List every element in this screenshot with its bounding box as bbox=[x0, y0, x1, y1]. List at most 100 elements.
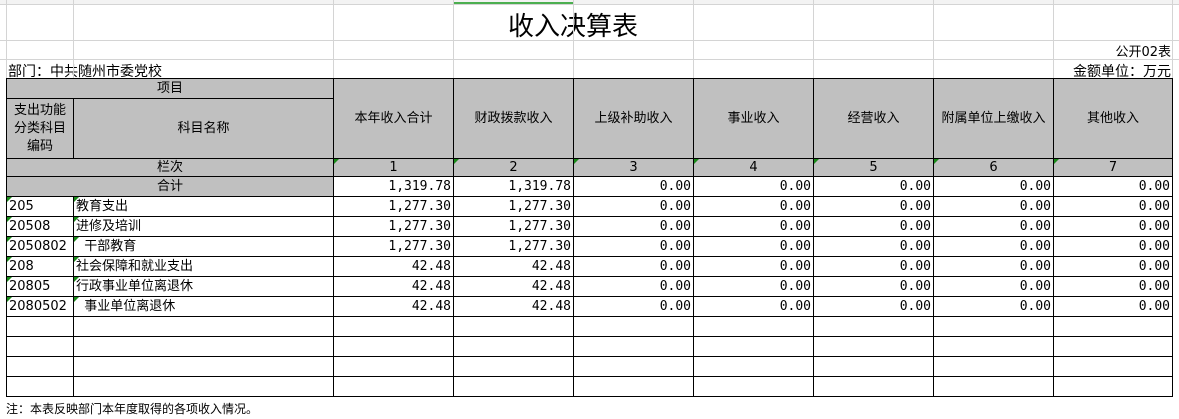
code-cell[interactable]: 208 bbox=[6, 256, 74, 277]
header-col[interactable]: 经营收入 bbox=[813, 78, 934, 159]
cell[interactable]: 42.48 bbox=[333, 276, 454, 297]
cell[interactable]: 0.00 bbox=[573, 196, 694, 217]
cell[interactable]: 0.00 bbox=[813, 276, 934, 297]
header-col[interactable]: 其他收入 bbox=[1053, 78, 1173, 159]
header-name[interactable]: 科目名称 bbox=[73, 98, 334, 159]
cell[interactable] bbox=[813, 376, 934, 397]
cell[interactable] bbox=[573, 356, 694, 377]
cell[interactable]: 0.00 bbox=[933, 196, 1054, 217]
code-cell[interactable]: 20508 bbox=[6, 216, 74, 237]
cell[interactable] bbox=[1053, 356, 1173, 377]
cell[interactable]: 0.00 bbox=[933, 296, 1054, 317]
cell[interactable]: 1,277.30 bbox=[453, 216, 574, 237]
cell[interactable]: 0.00 bbox=[813, 216, 934, 237]
cell[interactable]: 0.00 bbox=[573, 256, 694, 277]
cell[interactable] bbox=[573, 316, 694, 337]
cell[interactable] bbox=[6, 316, 74, 337]
cell[interactable]: 0.00 bbox=[813, 256, 934, 277]
cell[interactable] bbox=[1053, 336, 1173, 357]
cell[interactable] bbox=[6, 336, 74, 357]
total-label[interactable]: 合计 bbox=[6, 176, 334, 197]
cell[interactable] bbox=[453, 356, 574, 377]
cell[interactable] bbox=[6, 376, 74, 397]
cell[interactable]: 42.48 bbox=[453, 276, 574, 297]
code-cell[interactable]: 20805 bbox=[6, 276, 74, 297]
cell[interactable]: 0.00 bbox=[933, 236, 1054, 257]
cell[interactable] bbox=[693, 316, 814, 337]
cell[interactable]: 1,277.30 bbox=[453, 196, 574, 217]
cell[interactable]: 0.00 bbox=[813, 236, 934, 257]
cell[interactable] bbox=[73, 376, 334, 397]
column-number[interactable]: 5 bbox=[813, 158, 934, 177]
cell[interactable]: 0.00 bbox=[1053, 176, 1173, 197]
cell[interactable] bbox=[333, 316, 454, 337]
cell[interactable]: 1,277.30 bbox=[453, 236, 574, 257]
cell[interactable]: 0.00 bbox=[1053, 236, 1173, 257]
cell[interactable]: 1,319.78 bbox=[333, 176, 454, 197]
cell[interactable]: 1,277.30 bbox=[333, 216, 454, 237]
cell[interactable]: 0.00 bbox=[693, 176, 814, 197]
header-col[interactable]: 本年收入合计 bbox=[333, 78, 454, 159]
cell[interactable]: 0.00 bbox=[1053, 296, 1173, 317]
column-number[interactable]: 4 bbox=[693, 158, 814, 177]
name-cell[interactable]: 进修及培训 bbox=[73, 216, 334, 237]
cell[interactable]: 1,277.30 bbox=[333, 196, 454, 217]
cell[interactable]: 42.48 bbox=[453, 256, 574, 277]
row-label[interactable]: 栏次 bbox=[6, 158, 334, 177]
cell[interactable]: 0.00 bbox=[1053, 276, 1173, 297]
cell[interactable]: 0.00 bbox=[693, 196, 814, 217]
cell[interactable]: 0.00 bbox=[573, 276, 694, 297]
cell[interactable]: 0.00 bbox=[933, 256, 1054, 277]
cell[interactable]: 0.00 bbox=[573, 296, 694, 317]
cell[interactable] bbox=[933, 336, 1054, 357]
cell[interactable] bbox=[933, 316, 1054, 337]
cell[interactable]: 0.00 bbox=[933, 216, 1054, 237]
name-cell[interactable]: 事业单位离退休 bbox=[73, 296, 334, 317]
cell[interactable]: 42.48 bbox=[453, 296, 574, 317]
cell[interactable] bbox=[333, 376, 454, 397]
cell[interactable] bbox=[693, 336, 814, 357]
cell[interactable] bbox=[1053, 316, 1173, 337]
cell[interactable] bbox=[573, 376, 694, 397]
cell[interactable]: 0.00 bbox=[693, 256, 814, 277]
cell[interactable]: 0.00 bbox=[933, 176, 1054, 197]
cell[interactable] bbox=[693, 356, 814, 377]
cell[interactable] bbox=[73, 336, 334, 357]
cell[interactable]: 42.48 bbox=[333, 256, 454, 277]
cell[interactable] bbox=[813, 336, 934, 357]
cell[interactable] bbox=[6, 356, 74, 377]
cell[interactable]: 0.00 bbox=[693, 276, 814, 297]
cell[interactable] bbox=[933, 356, 1054, 377]
cell[interactable]: 0.00 bbox=[693, 236, 814, 257]
cell[interactable]: 0.00 bbox=[1053, 216, 1173, 237]
cell[interactable]: 0.00 bbox=[933, 276, 1054, 297]
code-cell[interactable]: 205 bbox=[6, 196, 74, 217]
cell[interactable] bbox=[933, 376, 1054, 397]
name-cell[interactable]: 教育支出 bbox=[73, 196, 334, 217]
cell[interactable]: 0.00 bbox=[1053, 196, 1173, 217]
cell[interactable] bbox=[813, 356, 934, 377]
name-cell[interactable]: 社会保障和就业支出 bbox=[73, 256, 334, 277]
header-col[interactable]: 财政拨款收入 bbox=[453, 78, 574, 159]
code-cell[interactable]: 2050802 bbox=[6, 236, 74, 257]
cell[interactable] bbox=[1053, 376, 1173, 397]
cell[interactable]: 0.00 bbox=[1053, 256, 1173, 277]
code-cell[interactable]: 2080502 bbox=[6, 296, 74, 317]
cell[interactable] bbox=[573, 336, 694, 357]
cell[interactable]: 0.00 bbox=[573, 176, 694, 197]
cell[interactable] bbox=[813, 316, 934, 337]
cell[interactable]: 0.00 bbox=[693, 216, 814, 237]
cell[interactable] bbox=[333, 336, 454, 357]
column-number[interactable]: 2 bbox=[453, 158, 574, 177]
cell[interactable]: 0.00 bbox=[813, 196, 934, 217]
cell[interactable] bbox=[453, 336, 574, 357]
column-number[interactable]: 7 bbox=[1053, 158, 1173, 177]
header-code[interactable]: 支出功能分类科目编码 bbox=[6, 98, 74, 159]
cell[interactable]: 1,277.30 bbox=[333, 236, 454, 257]
column-number[interactable]: 6 bbox=[933, 158, 1054, 177]
name-cell[interactable]: 干部教育 bbox=[73, 236, 334, 257]
cell[interactable] bbox=[453, 316, 574, 337]
header-col[interactable]: 上级补助收入 bbox=[573, 78, 694, 159]
cell[interactable] bbox=[693, 376, 814, 397]
cell[interactable] bbox=[453, 376, 574, 397]
